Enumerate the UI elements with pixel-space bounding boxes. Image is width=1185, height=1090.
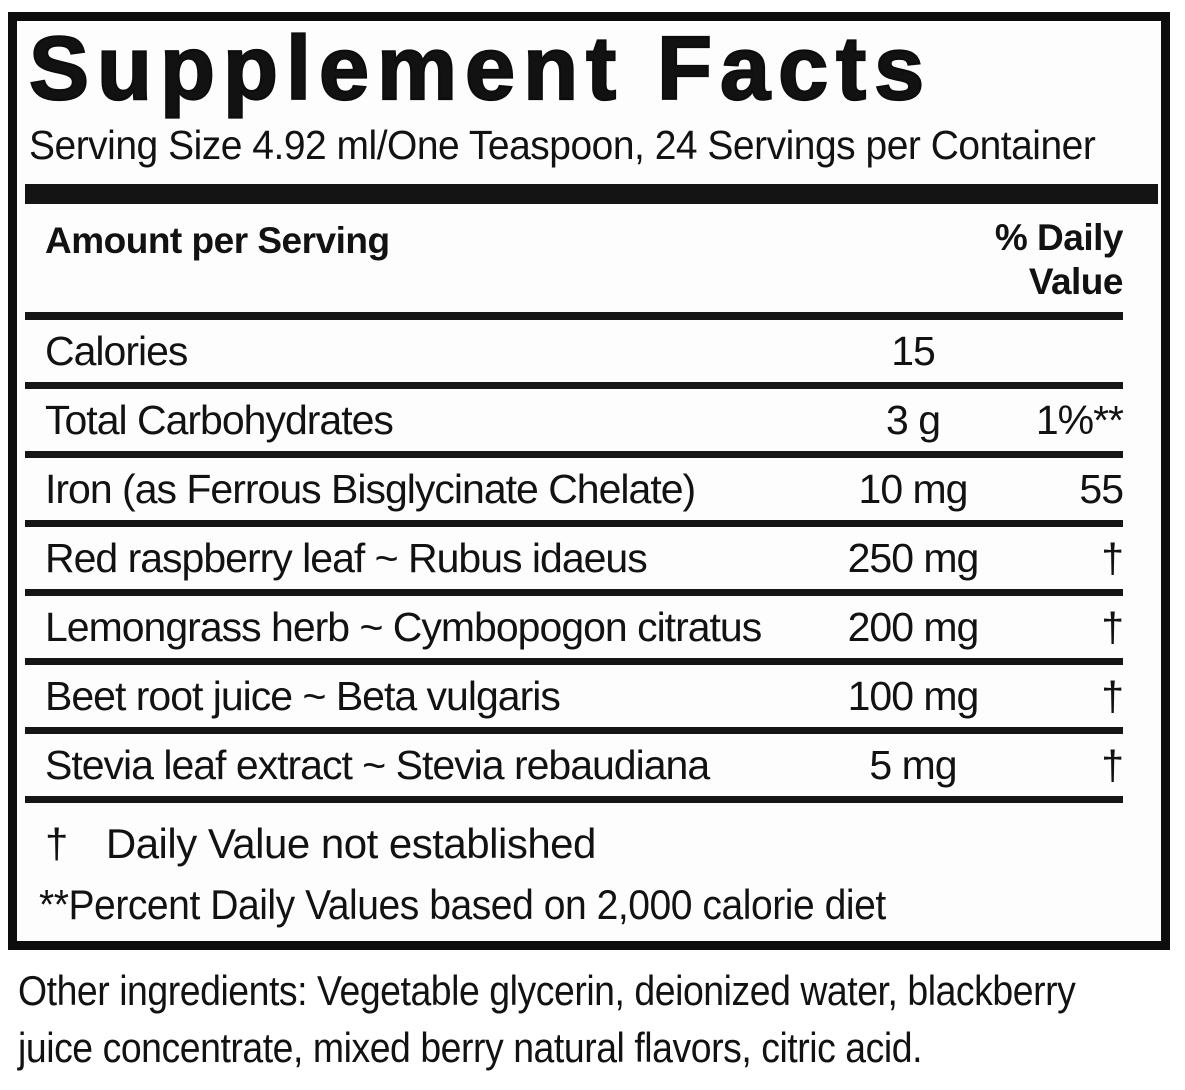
ingredient-name: Total Carbohydrates bbox=[45, 396, 394, 443]
ingredient-name: Red raspberry leaf ~ Rubus idaeus bbox=[45, 534, 648, 581]
dv-header-line1: % Daily bbox=[994, 217, 1124, 259]
ingredient-name: Lemongrass herb ~ Cymbopogon citratus bbox=[45, 603, 762, 650]
other-ingredients-line1: Other ingredients: Vegetable glycerin, d… bbox=[18, 967, 1076, 1014]
ingredient-name: Stevia leaf extract ~ Stevia rebaudiana bbox=[45, 741, 710, 788]
dv-header-line2: Value bbox=[1028, 260, 1124, 302]
column-header-row: Amount per Serving % Daily Value bbox=[17, 216, 1124, 303]
row-rule bbox=[25, 382, 1123, 390]
ingredient-dv: † bbox=[1101, 741, 1124, 788]
amount-per-serving-header: Amount per Serving bbox=[45, 220, 390, 262]
ingredient-amount: 5 mg bbox=[869, 741, 957, 788]
row-rule bbox=[25, 589, 1123, 597]
footnote-daily-value-text: Daily Value not established bbox=[105, 820, 597, 868]
supplement-facts-panel: Supplement Facts Serving Size 4.92 ml/On… bbox=[8, 12, 1170, 950]
row-rule bbox=[25, 520, 1123, 528]
header-rule bbox=[25, 312, 1123, 321]
ingredient-amount: 100 mg bbox=[847, 672, 980, 719]
other-ingredients-line2: juice concentrate, mixed berry natural f… bbox=[18, 1024, 923, 1071]
ingredient-amount: 250 mg bbox=[847, 534, 980, 581]
table-row: Lemongrass herb ~ Cymbopogon citratus 20… bbox=[17, 596, 1124, 658]
table-row: Red raspberry leaf ~ Rubus idaeus 250 mg… bbox=[17, 527, 1124, 589]
ingredient-amount: 200 mg bbox=[847, 603, 980, 650]
table-row: Calories 15 bbox=[17, 320, 1123, 382]
ingredient-dv: † bbox=[1101, 672, 1124, 719]
ingredient-dv: † bbox=[1101, 534, 1124, 581]
table-row: Iron (as Ferrous Bisglycinate Chelate) 1… bbox=[17, 458, 1124, 520]
row-rule bbox=[25, 727, 1123, 735]
dagger-symbol: † bbox=[45, 820, 68, 868]
ingredient-amount: 10 mg bbox=[858, 465, 969, 512]
thick-divider-bar bbox=[25, 184, 1158, 205]
footnote-percent-daily-values: **Percent Daily Values based on 2,000 ca… bbox=[39, 881, 886, 929]
serving-info: Serving Size 4.92 ml/One Teaspoon, 24 Se… bbox=[29, 122, 1096, 169]
panel-title: Supplement Facts bbox=[28, 19, 933, 119]
row-rule bbox=[25, 451, 1123, 459]
row-rule bbox=[25, 796, 1123, 804]
ingredient-amount: 15 bbox=[891, 327, 936, 374]
table-row: Beet root juice ~ Beta vulgaris 100 mg † bbox=[17, 665, 1124, 727]
ingredient-dv: † bbox=[1101, 603, 1124, 650]
table-row: Stevia leaf extract ~ Stevia rebaudiana … bbox=[17, 734, 1124, 796]
ingredient-dv: 1%** bbox=[1035, 396, 1124, 443]
other-ingredients-text: Other ingredients: Vegetable glycerin, d… bbox=[18, 962, 1076, 1076]
row-rule bbox=[25, 658, 1123, 666]
percent-daily-value-header: % Daily Value bbox=[994, 216, 1124, 303]
ingredient-name: Beet root juice ~ Beta vulgaris bbox=[45, 672, 561, 719]
ingredient-name: Iron (as Ferrous Bisglycinate Chelate) bbox=[45, 465, 696, 512]
ingredient-dv: 55 bbox=[1079, 465, 1124, 512]
footnote-daily-value: † Daily Value not established bbox=[45, 820, 1161, 868]
ingredient-name: Calories bbox=[45, 327, 188, 374]
ingredient-amount: 3 g bbox=[886, 396, 941, 443]
table-row: Total Carbohydrates 3 g 1%** bbox=[17, 389, 1124, 451]
